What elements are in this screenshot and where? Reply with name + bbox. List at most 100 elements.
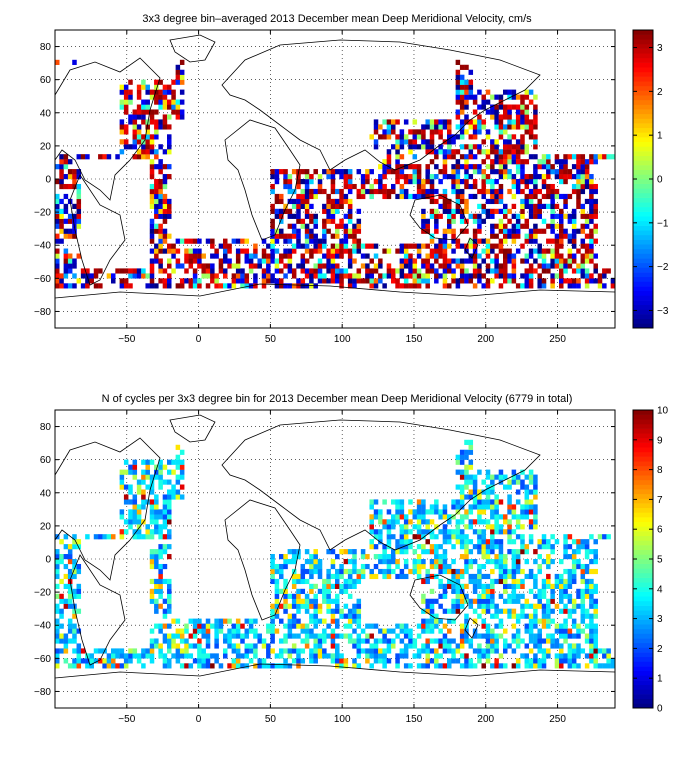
bin-cell — [235, 253, 241, 259]
bin-cell — [309, 618, 314, 624]
bin-cell — [451, 638, 456, 644]
bin-cell — [503, 628, 508, 634]
bin-cell — [154, 149, 159, 155]
bin-cell — [412, 509, 418, 515]
colorbar-tick-label: 3 — [657, 43, 663, 54]
bin-cell — [485, 253, 491, 259]
bin-cell — [421, 179, 426, 185]
bin-cell — [154, 253, 159, 259]
bin-cell — [442, 633, 448, 639]
bin-cell — [442, 638, 448, 644]
bin-cell — [515, 578, 521, 585]
x-tick-label: 150 — [406, 714, 423, 725]
bin-cell — [356, 603, 362, 609]
bin-cell — [567, 643, 573, 649]
bin-cell — [468, 489, 474, 495]
bin-cell — [459, 504, 465, 510]
bin-cell — [533, 549, 538, 555]
bin-cell — [154, 563, 159, 570]
bin-cell — [184, 638, 189, 644]
bin-cell — [343, 169, 349, 175]
x-tick-label: 50 — [265, 714, 277, 725]
bin-cell — [464, 64, 469, 70]
bin-cell — [408, 144, 413, 150]
bin-cell — [162, 174, 168, 180]
bin-cell — [330, 243, 336, 249]
bin-cell — [257, 638, 262, 644]
bin-cell — [593, 268, 598, 274]
bin-cell — [365, 268, 370, 274]
bin-cell — [468, 519, 474, 525]
bin-cell — [477, 494, 482, 500]
bin-cell — [291, 228, 297, 234]
bin-cell — [541, 248, 547, 254]
bin-cell — [464, 179, 469, 185]
colorbar-segment — [633, 234, 653, 240]
bin-cell — [498, 238, 504, 244]
bin-cell — [498, 248, 504, 254]
bin-cell — [593, 633, 598, 639]
bin-cell — [352, 568, 357, 575]
bin-cell — [520, 479, 525, 485]
bin-cell — [434, 188, 439, 195]
bin-cell — [554, 238, 560, 244]
bin-cell — [149, 648, 155, 654]
bin-cell — [283, 633, 288, 639]
bin-cell — [93, 273, 99, 279]
bin-cell — [576, 628, 581, 634]
bin-cell — [567, 174, 573, 180]
bin-cell — [524, 643, 530, 649]
bin-cell — [438, 643, 443, 649]
colorbar-segment — [633, 239, 653, 245]
bin-cell — [235, 618, 241, 624]
bin-cell — [490, 144, 495, 150]
bin-cell — [571, 549, 577, 555]
bin-cell — [451, 169, 456, 175]
bin-cell — [162, 119, 168, 125]
bin-cell — [67, 169, 73, 175]
bin-cell — [524, 663, 530, 669]
bin-cell — [472, 633, 478, 639]
bin-cell — [274, 278, 280, 284]
bin-cell — [403, 628, 409, 634]
bin-cell — [141, 459, 146, 465]
bin-cell — [472, 263, 478, 269]
bin-cell — [563, 228, 568, 234]
bin-cell — [447, 213, 452, 219]
bin-cell — [335, 583, 340, 589]
bin-cell — [347, 233, 353, 239]
bin-cell — [589, 154, 594, 160]
bin-cell — [356, 268, 362, 274]
bin-cell — [550, 633, 555, 639]
bin-cell — [188, 253, 194, 259]
bin-cell — [403, 273, 409, 279]
bin-cell — [528, 193, 534, 200]
bin-cell — [511, 268, 517, 274]
bin-cell — [352, 608, 357, 614]
bin-cell — [270, 563, 275, 570]
bin-cell — [132, 134, 138, 140]
bin-cell — [537, 593, 542, 599]
bin-cell — [481, 139, 486, 145]
bin-cell — [567, 648, 573, 654]
bin-cell — [567, 213, 573, 219]
bin-cell — [63, 154, 69, 160]
bin-cell — [468, 238, 474, 244]
bin-cell — [472, 99, 478, 105]
bin-cell — [175, 633, 181, 639]
bin-cell — [317, 559, 323, 565]
bin-cell — [149, 139, 155, 145]
bin-cell — [197, 618, 202, 624]
bin-cell — [442, 198, 448, 205]
bin-cell — [369, 544, 374, 550]
bin-cell — [261, 278, 267, 284]
colorbar-segment — [633, 470, 653, 476]
bin-cell — [343, 658, 349, 664]
bin-cell — [283, 663, 288, 669]
bin-cell — [382, 119, 387, 125]
bin-cell — [391, 568, 396, 575]
bin-cell — [300, 223, 306, 229]
bin-cell — [584, 583, 590, 589]
bin-cell — [515, 144, 521, 150]
bin-cell — [515, 169, 521, 175]
